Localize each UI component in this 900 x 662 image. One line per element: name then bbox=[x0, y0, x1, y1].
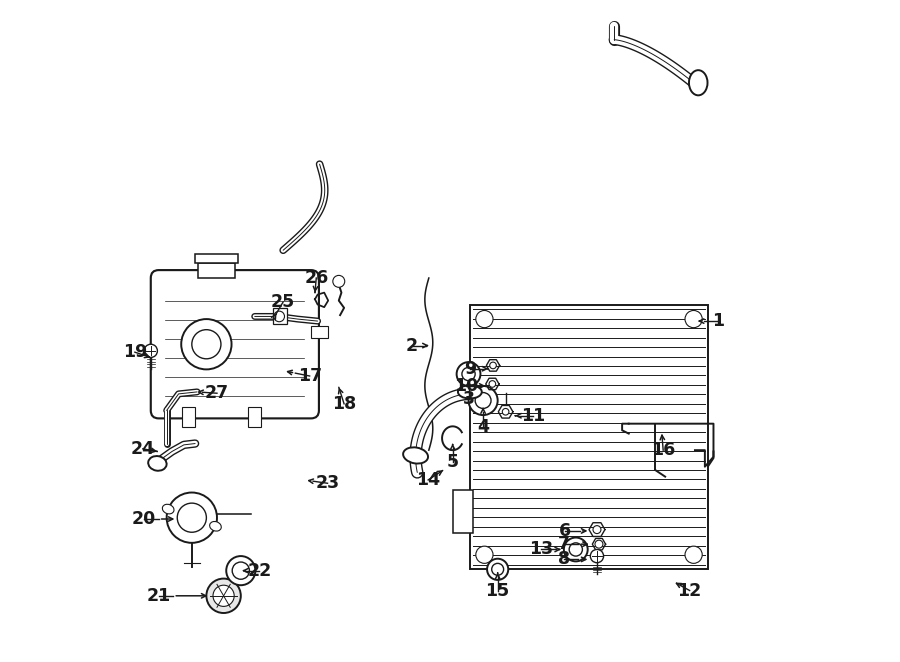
Circle shape bbox=[333, 275, 345, 287]
Bar bbox=[311, 326, 328, 338]
Circle shape bbox=[476, 310, 493, 328]
Text: 21: 21 bbox=[147, 587, 171, 605]
Circle shape bbox=[274, 311, 284, 322]
Bar bbox=[182, 407, 195, 427]
Text: 6: 6 bbox=[559, 522, 572, 540]
Text: 2: 2 bbox=[406, 336, 418, 355]
Text: 17: 17 bbox=[298, 367, 321, 385]
Text: 12: 12 bbox=[678, 581, 702, 600]
Bar bbox=[273, 308, 287, 324]
Ellipse shape bbox=[458, 385, 482, 399]
Circle shape bbox=[569, 543, 582, 556]
Circle shape bbox=[489, 381, 496, 387]
Ellipse shape bbox=[162, 504, 174, 514]
Circle shape bbox=[491, 563, 504, 575]
Circle shape bbox=[226, 556, 256, 585]
Bar bbox=[198, 263, 235, 278]
Circle shape bbox=[177, 503, 206, 532]
Text: 8: 8 bbox=[558, 550, 570, 569]
Bar bbox=[470, 305, 708, 569]
Bar bbox=[248, 407, 261, 427]
Circle shape bbox=[475, 393, 491, 408]
Circle shape bbox=[685, 310, 702, 328]
Bar bbox=[195, 254, 239, 263]
Circle shape bbox=[595, 540, 603, 548]
Text: 15: 15 bbox=[485, 581, 509, 600]
Text: 10: 10 bbox=[454, 377, 478, 395]
Text: 11: 11 bbox=[520, 406, 544, 425]
Text: 5: 5 bbox=[446, 453, 459, 471]
Text: 7: 7 bbox=[558, 535, 570, 553]
Text: 24: 24 bbox=[130, 440, 155, 458]
Ellipse shape bbox=[689, 70, 707, 95]
Text: 19: 19 bbox=[122, 343, 147, 361]
Text: 16: 16 bbox=[651, 441, 675, 459]
Text: 26: 26 bbox=[304, 269, 328, 287]
Circle shape bbox=[456, 362, 481, 386]
Text: 23: 23 bbox=[316, 474, 339, 493]
Text: 18: 18 bbox=[332, 395, 356, 413]
Circle shape bbox=[181, 319, 231, 369]
Circle shape bbox=[564, 538, 588, 561]
Circle shape bbox=[502, 408, 508, 415]
Ellipse shape bbox=[403, 448, 428, 463]
Text: 14: 14 bbox=[416, 471, 440, 489]
Circle shape bbox=[144, 344, 158, 357]
Bar bbox=[454, 490, 473, 533]
Text: 9: 9 bbox=[464, 359, 476, 378]
Circle shape bbox=[232, 562, 249, 579]
Circle shape bbox=[213, 585, 234, 606]
Circle shape bbox=[462, 367, 475, 381]
Circle shape bbox=[206, 579, 241, 613]
Text: 4: 4 bbox=[477, 418, 489, 436]
Ellipse shape bbox=[210, 522, 221, 531]
Text: 3: 3 bbox=[463, 389, 474, 408]
Text: 13: 13 bbox=[529, 540, 554, 559]
Circle shape bbox=[487, 559, 508, 580]
FancyBboxPatch shape bbox=[151, 270, 319, 418]
Circle shape bbox=[166, 493, 217, 543]
Text: 25: 25 bbox=[271, 293, 295, 311]
Circle shape bbox=[476, 546, 493, 563]
Text: 20: 20 bbox=[132, 510, 157, 528]
Circle shape bbox=[590, 549, 604, 563]
Circle shape bbox=[192, 330, 220, 359]
Text: 1: 1 bbox=[712, 312, 724, 330]
Circle shape bbox=[490, 362, 496, 369]
Circle shape bbox=[593, 526, 601, 534]
Ellipse shape bbox=[148, 456, 166, 471]
Text: 22: 22 bbox=[248, 561, 272, 580]
Circle shape bbox=[469, 386, 498, 415]
Text: 27: 27 bbox=[205, 384, 229, 402]
Circle shape bbox=[685, 546, 702, 563]
